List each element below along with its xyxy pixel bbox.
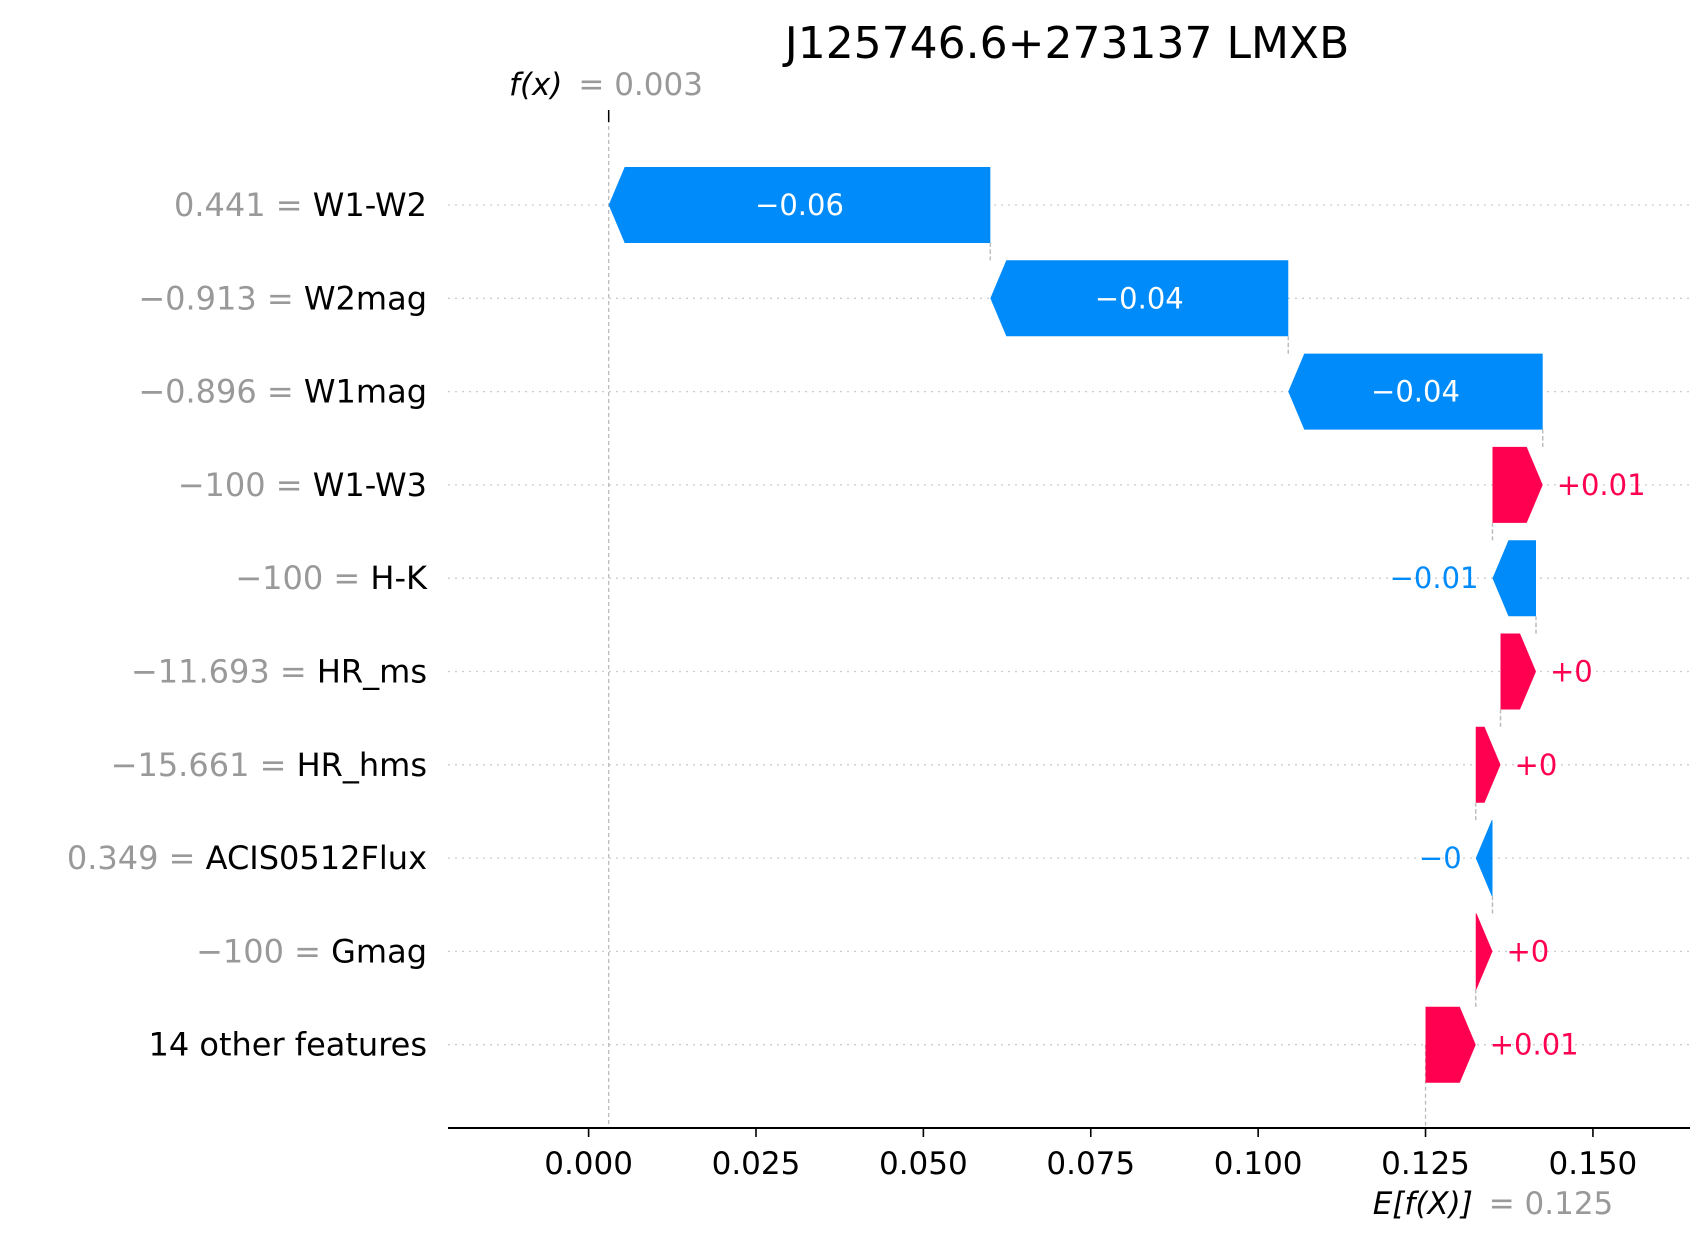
x-tick-label: 0.075 <box>1046 1146 1135 1182</box>
feature-name: ACIS0512Flux <box>206 839 427 877</box>
feature-name: 14 other features <box>148 1026 427 1064</box>
bar-value-label: −0.06 <box>755 188 844 222</box>
feature-label: −100 = Gmag <box>196 932 427 970</box>
feature-name: Gmag <box>331 932 427 970</box>
feature-value: −11.693 = <box>131 653 317 691</box>
feature-value: −100 = <box>196 932 331 970</box>
positive-bar <box>1500 633 1537 710</box>
feature-name: W1mag <box>304 373 427 411</box>
negative-bar <box>1288 353 1543 430</box>
feature-value: 0.441 = <box>174 186 313 224</box>
x-tick-label: 0.100 <box>1214 1146 1303 1182</box>
feature-label: −100 = W1-W3 <box>178 466 427 504</box>
chart-title: J125746.6+273137 LMXB <box>782 18 1350 69</box>
bar-value-label: −0 <box>1419 841 1462 875</box>
feature-label: 0.349 = ACIS0512Flux <box>67 839 427 877</box>
feature-value: −100 = <box>235 559 370 597</box>
bar-value-label: +0 <box>1550 655 1593 689</box>
positive-bar <box>1492 446 1543 523</box>
x-tick-label: 0.025 <box>712 1146 801 1182</box>
feature-label: −15.661 = HR_hms <box>111 746 427 784</box>
bar-value-label: −0.04 <box>1371 375 1460 409</box>
feature-label: 0.441 = W1-W2 <box>174 186 427 224</box>
x-tick-label: 0.050 <box>879 1146 968 1182</box>
bar-value-label: +0.01 <box>1490 1028 1579 1062</box>
feature-name: W1-W3 <box>313 466 427 504</box>
positive-bar <box>1475 726 1501 803</box>
negative-bar <box>990 260 1289 337</box>
feature-value: −0.913 = <box>138 279 304 317</box>
feature-label: −11.693 = HR_ms <box>131 653 427 691</box>
fx-label: f(x) <box>509 67 562 103</box>
feature-name: W2mag <box>304 279 427 317</box>
connector-lines <box>607 110 1544 1128</box>
feature-label: 14 other features <box>148 1026 427 1064</box>
bar-value-label: +0 <box>1506 934 1549 968</box>
feature-name: HR_ms <box>317 653 427 691</box>
x-tick-label: 0.000 <box>544 1146 633 1182</box>
bars <box>608 167 1543 1083</box>
bar-labels: −0.06 −0.04 −0.04 +0.01 −0.01 +0 +0 −0 +0 +0.01 <box>755 188 1646 1062</box>
expected-value-value: = 0.125 <box>1489 1186 1614 1222</box>
feature-labels: 0.441 = W1-W2 −0.913 = W2mag −0.896 = W1ma… <box>67 186 428 1064</box>
feature-name: HR_hms <box>297 746 427 784</box>
bar-value-label: −0.04 <box>1095 281 1184 315</box>
expected-value-annotation: E[f(X)] = 0.125 <box>1373 1186 1614 1222</box>
feature-label: −0.896 = W1mag <box>138 373 427 411</box>
feature-value: −0.896 = <box>138 373 304 411</box>
x-tick-label: 0.125 <box>1381 1146 1470 1182</box>
negative-bar <box>608 167 991 243</box>
bar-value-label: +0.01 <box>1557 468 1646 502</box>
feature-label: −0.913 = W2mag <box>138 279 427 317</box>
fx-value: = 0.003 <box>578 67 703 103</box>
x-tick-label: 0.150 <box>1549 1146 1638 1182</box>
feature-name: H-K <box>370 559 428 597</box>
feature-value: 0.349 = <box>67 839 206 877</box>
feature-value: −15.661 = <box>111 746 297 784</box>
fx-annotation: f(x) = 0.003 <box>509 67 703 103</box>
positive-bar <box>1475 913 1493 990</box>
bar-value-label: +0 <box>1515 748 1558 782</box>
expected-value-label: E[f(X)] <box>1373 1186 1473 1222</box>
x-axis: 0.000 0.025 0.050 0.075 0.100 0.125 0.150 <box>448 1127 1690 1182</box>
bar-value-label: −0.01 <box>1390 561 1479 595</box>
feature-value: −100 = <box>178 466 313 504</box>
negative-bar <box>1475 820 1493 897</box>
feature-label: −100 = H-K <box>235 559 428 597</box>
positive-bar <box>1425 1006 1476 1083</box>
feature-name: W1-W2 <box>313 186 427 224</box>
negative-bar <box>1492 540 1537 617</box>
